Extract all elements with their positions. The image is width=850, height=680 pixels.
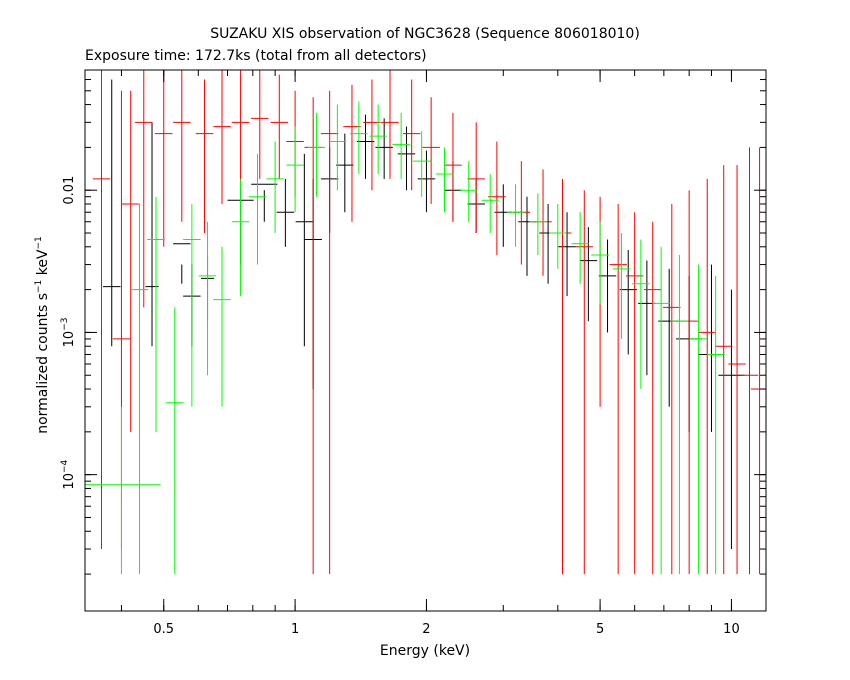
data-point bbox=[460, 161, 478, 222]
x-tick-label: 2 bbox=[422, 622, 430, 637]
data-point bbox=[718, 289, 745, 550]
y-tick-label-exp: −3 bbox=[60, 318, 70, 331]
data-point bbox=[320, 90, 339, 575]
data-point bbox=[706, 275, 725, 575]
data-point bbox=[392, 112, 410, 179]
data-point bbox=[183, 203, 201, 407]
data-point bbox=[632, 239, 650, 390]
data-point bbox=[698, 178, 716, 575]
data-point bbox=[643, 221, 662, 575]
data-point bbox=[575, 190, 594, 575]
x-axis-label: Energy (keV) bbox=[380, 643, 470, 659]
data-point bbox=[488, 141, 506, 256]
data-point bbox=[356, 114, 375, 179]
data-point bbox=[612, 233, 631, 339]
data-point bbox=[609, 203, 627, 575]
data-point bbox=[740, 147, 759, 575]
y-tick-label-base: 10 bbox=[62, 331, 77, 348]
data-point bbox=[251, 70, 269, 179]
y-axis-label-exp1: −1 bbox=[34, 280, 44, 293]
data-point bbox=[728, 165, 746, 575]
data-point bbox=[328, 104, 347, 191]
data-point bbox=[422, 97, 440, 204]
x-tick-label: 0.5 bbox=[153, 622, 174, 637]
data-point bbox=[276, 178, 295, 247]
y-axis-label: normalized counts s−1 keV−1 bbox=[34, 236, 51, 434]
data-point bbox=[558, 212, 576, 297]
data-point bbox=[689, 264, 708, 575]
data-point bbox=[173, 70, 191, 222]
y-tick-label: 10−3 bbox=[60, 318, 77, 348]
data-point bbox=[619, 249, 637, 355]
data-point bbox=[155, 70, 173, 247]
data-point bbox=[307, 112, 326, 197]
data-point bbox=[286, 126, 304, 213]
data-point bbox=[251, 183, 278, 222]
data-point bbox=[295, 153, 314, 347]
y-tick-label: 0.01 bbox=[62, 176, 77, 205]
data-point bbox=[198, 221, 217, 376]
data-point bbox=[350, 101, 368, 174]
data-point bbox=[270, 74, 289, 179]
data-point bbox=[435, 147, 454, 213]
data-point bbox=[195, 79, 214, 234]
data-point bbox=[85, 406, 161, 575]
data-point bbox=[248, 153, 267, 265]
data-point bbox=[381, 70, 399, 179]
y-tick-label-exp: −4 bbox=[60, 459, 70, 473]
data-point bbox=[481, 173, 499, 234]
x-tick-label: 5 bbox=[596, 622, 604, 637]
data-point bbox=[402, 79, 421, 191]
y-tick-label-base: 10 bbox=[62, 473, 77, 490]
data-point bbox=[652, 246, 670, 575]
y-tick-label-base: 0.01 bbox=[62, 176, 77, 205]
data-point bbox=[591, 221, 609, 304]
data-point bbox=[670, 255, 689, 575]
data-point bbox=[130, 203, 149, 575]
data-point bbox=[369, 104, 387, 174]
x-tick-label: 1 bbox=[291, 622, 299, 637]
data-point bbox=[343, 84, 361, 222]
data-point bbox=[147, 196, 165, 432]
data-point bbox=[121, 90, 140, 432]
data-point bbox=[213, 70, 231, 204]
data-point bbox=[506, 184, 525, 247]
data-point bbox=[529, 193, 547, 256]
data-series-2 bbox=[85, 101, 725, 575]
data-point bbox=[663, 203, 681, 575]
data-point bbox=[135, 70, 153, 308]
chart-title: SUZAKU XIS observation of NGC3628 (Seque… bbox=[210, 26, 640, 42]
data-point bbox=[579, 227, 598, 322]
data-point bbox=[92, 70, 111, 550]
x-tick-label: 10 bbox=[723, 622, 740, 637]
data-point bbox=[412, 131, 431, 197]
data-point bbox=[571, 212, 589, 284]
data-point bbox=[444, 112, 462, 222]
data-point bbox=[467, 122, 485, 234]
data-point bbox=[231, 70, 250, 191]
y-axis-label-mid: keV bbox=[35, 249, 51, 280]
data-point bbox=[549, 203, 567, 269]
y-tick-label: 10−4 bbox=[60, 459, 77, 489]
data-point bbox=[166, 307, 184, 575]
data-series-layer bbox=[85, 70, 766, 575]
data-point bbox=[213, 246, 231, 407]
data-point bbox=[103, 79, 121, 347]
data-point bbox=[266, 141, 284, 234]
data-point bbox=[336, 133, 354, 213]
plot-frame bbox=[84, 69, 767, 612]
chart-subtitle: Exposure time: 172.7ks (total from all d… bbox=[85, 48, 427, 64]
y-axis-label-prefix: normalized counts s bbox=[35, 293, 51, 434]
y-axis-label-exp2: −1 bbox=[34, 236, 44, 249]
data-point bbox=[231, 178, 250, 297]
data-point bbox=[714, 165, 733, 575]
data-point bbox=[173, 243, 191, 284]
